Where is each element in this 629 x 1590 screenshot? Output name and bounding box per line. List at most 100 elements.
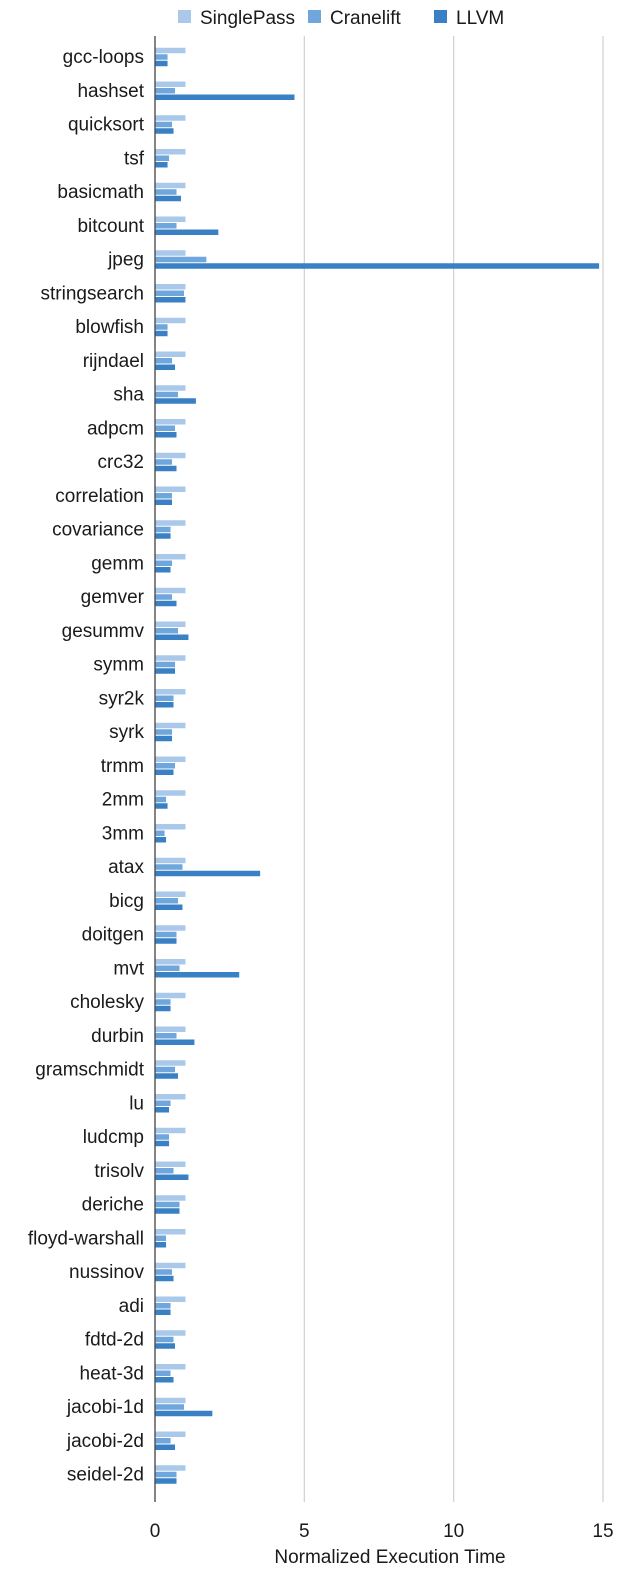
category-label-durbin: durbin: [91, 1026, 144, 1047]
bar-bitcount-cranelift: [155, 223, 177, 229]
bar-ludcmp-singlepass: [155, 1127, 186, 1134]
bar-adpcm-cranelift: [155, 425, 176, 431]
bar-nussinov-singlepass: [155, 1262, 186, 1269]
category-label-floyd-warshall: floyd-warshall: [28, 1228, 144, 1249]
bar-stringsearch-cranelift: [155, 290, 184, 296]
category-label-trmm: trmm: [101, 756, 144, 777]
bar-fdtd-2d-llvm: [155, 1343, 176, 1349]
bar-symm-cranelift: [155, 661, 176, 668]
bar-trmm-singlepass: [155, 756, 186, 762]
bar-mvt-llvm: [155, 972, 240, 978]
bar-gemm-cranelift: [155, 560, 173, 566]
bar-gemver-cranelift: [155, 594, 173, 600]
category-label-correlation: correlation: [55, 486, 144, 507]
bar-sha-singlepass: [155, 385, 186, 391]
category-label-mvt: mvt: [113, 958, 144, 979]
category-label-atax: atax: [108, 857, 144, 878]
legend-item-cranelift: Cranelift: [308, 8, 401, 29]
bar-correlation-llvm: [155, 499, 173, 505]
bar-nussinov-llvm: [155, 1275, 174, 1282]
bar-gramschmidt-cranelift: [155, 1066, 176, 1073]
bar-gemver-singlepass: [155, 587, 186, 594]
bar-tsf-cranelift: [155, 155, 170, 161]
bar-3mm-singlepass: [155, 824, 186, 830]
legend-item-llvm: LLVM: [434, 8, 504, 29]
bar-gesummv-cranelift: [155, 628, 178, 634]
category-label-gesummv: gesummv: [62, 621, 145, 642]
category-label-syrk: syrk: [109, 722, 144, 743]
bar-gramschmidt-singlepass: [155, 1060, 186, 1066]
category-label-lu: lu: [129, 1093, 144, 1114]
bar-gesummv-singlepass: [155, 621, 186, 627]
x-tick-label-5: 5: [299, 1521, 310, 1542]
bar-gcc-loops-singlepass: [155, 47, 186, 54]
bar-hashset-llvm: [155, 94, 295, 100]
category-label-bicg: bicg: [109, 891, 144, 912]
category-label-heat-3d: heat-3d: [80, 1363, 144, 1384]
bar-crc32-singlepass: [155, 452, 186, 459]
category-label-gcc-loops: gcc-loops: [63, 47, 144, 68]
gridlines: [303, 36, 604, 1502]
bar-basicmath-cranelift: [155, 189, 177, 195]
category-label-adpcm: adpcm: [87, 418, 144, 439]
bar-jacobi-2d-singlepass: [155, 1431, 186, 1437]
category-label-rijndael: rijndael: [83, 351, 144, 372]
bar-durbin-singlepass: [155, 1026, 186, 1032]
legend-label-cranelift: Cranelift: [330, 8, 401, 29]
bar-trisolv-llvm: [155, 1174, 189, 1180]
bar-quicksort-singlepass: [155, 115, 186, 121]
bar-jpeg-llvm: [155, 263, 600, 269]
x-tick-label-10: 10: [443, 1521, 464, 1542]
bar-hashset-cranelift: [155, 88, 176, 94]
x-tick-labels: 0 5 10 15: [150, 1521, 614, 1542]
bar-adpcm-llvm: [155, 432, 177, 438]
bar-covariance-singlepass: [155, 520, 186, 526]
legend-label-llvm: LLVM: [456, 8, 504, 29]
category-label-gemm: gemm: [91, 553, 144, 574]
bar-seidel-2d-singlepass: [155, 1465, 186, 1471]
bar-fdtd-2d-singlepass: [155, 1330, 186, 1336]
bar-seidel-2d-llvm: [155, 1478, 177, 1484]
category-label-fdtd-2d: fdtd-2d: [85, 1330, 144, 1351]
bar-floyd-warshall-llvm: [155, 1242, 167, 1248]
bar-floyd-warshall-singlepass: [155, 1229, 186, 1235]
bar-syr2k-cranelift: [155, 695, 174, 701]
category-label-2mm: 2mm: [102, 790, 144, 811]
bar-2mm-singlepass: [155, 790, 186, 796]
bar-bicg-llvm: [155, 904, 183, 910]
bar-lu-llvm: [155, 1107, 170, 1113]
bar-basicmath-singlepass: [155, 182, 186, 189]
bar-ludcmp-llvm: [155, 1140, 170, 1147]
category-label-adi: adi: [119, 1296, 144, 1317]
bar-2mm-cranelift: [155, 796, 167, 803]
category-label-cholesky: cholesky: [70, 992, 144, 1013]
bar-nussinov-cranelift: [155, 1269, 173, 1275]
bar-syrk-llvm: [155, 735, 173, 742]
bar-3mm-llvm: [155, 837, 167, 843]
bar-durbin-llvm: [155, 1039, 195, 1045]
bar-ludcmp-cranelift: [155, 1134, 170, 1140]
bar-jacobi-2d-llvm: [155, 1444, 176, 1450]
category-label-3mm: 3mm: [102, 823, 144, 844]
bar-doitgen-llvm: [155, 938, 177, 944]
category-label-gramschmidt: gramschmidt: [35, 1060, 144, 1081]
bars: [155, 47, 600, 1484]
bar-tsf-llvm: [155, 162, 168, 168]
bar-fdtd-2d-cranelift: [155, 1336, 174, 1343]
category-label-jpeg: jpeg: [107, 250, 144, 271]
category-label-basicmath: basicmath: [57, 182, 144, 203]
bar-crc32-cranelift: [155, 459, 173, 465]
bar-adpcm-singlepass: [155, 419, 186, 425]
bar-basicmath-llvm: [155, 195, 181, 202]
bar-deriche-cranelift: [155, 1201, 180, 1208]
bar-mvt-cranelift: [155, 965, 180, 971]
category-label-crc32: crc32: [98, 452, 144, 473]
bar-mvt-singlepass: [155, 959, 186, 965]
legend-swatch-llvm: [434, 10, 447, 23]
bar-bitcount-llvm: [155, 229, 219, 235]
bar-trmm-llvm: [155, 769, 174, 775]
category-label-gemver: gemver: [81, 587, 145, 608]
bar-trmm-cranelift: [155, 763, 176, 769]
bar-jacobi-2d-cranelift: [155, 1438, 171, 1444]
legend-label-singlepass: SinglePass: [200, 8, 295, 29]
